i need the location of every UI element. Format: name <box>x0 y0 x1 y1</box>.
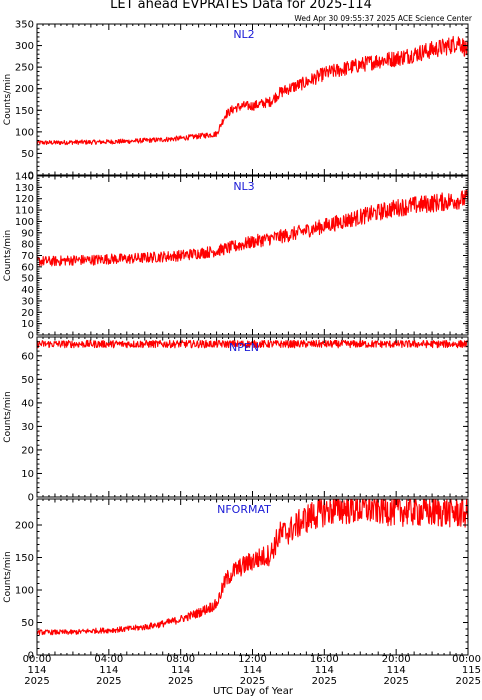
y-tick-label: 20 <box>21 445 34 456</box>
x-tick-text: 2025 <box>456 676 481 687</box>
y-tick-label: 60 <box>21 262 34 273</box>
y-tick-label: 200 <box>15 84 34 95</box>
trace-nformat <box>36 498 469 636</box>
y-tick-label: 80 <box>21 240 34 251</box>
y-tick-label: 10 <box>21 319 34 330</box>
y-tick-label: 120 <box>15 194 34 205</box>
x-tick-text: 114 <box>99 665 118 676</box>
x-axis-label: UTC Day of Year <box>213 686 294 697</box>
y-tick-label: 250 <box>15 63 34 74</box>
y-axis-label: Counts/min <box>3 391 13 442</box>
x-tick-text: 20:00 <box>382 654 411 665</box>
y-axis-label: Counts/min <box>3 551 13 602</box>
trace-nl3 <box>36 189 469 267</box>
x-tick-text: 16:00 <box>310 654 339 665</box>
figure-subtitle: Wed Apr 30 09:55:37 2025 ACE Science Cen… <box>294 14 473 23</box>
x-tick-text: 00:00 <box>23 654 52 665</box>
y-tick-label: 30 <box>21 296 34 307</box>
panel-label: NL2 <box>233 28 254 41</box>
x-tick-text: 114 <box>243 665 262 676</box>
x-tick-text: 2025 <box>96 676 121 687</box>
y-tick-label: 130 <box>15 183 34 194</box>
panel-label: NL3 <box>233 180 254 193</box>
x-tick-text: 114 <box>27 665 46 676</box>
y-axis-label: Counts/min <box>3 230 13 281</box>
x-tick-text: 2025 <box>383 676 408 687</box>
y-tick-label: 50 <box>21 618 34 629</box>
x-tick-text: 2025 <box>168 676 193 687</box>
panel-label: NPEN <box>229 341 259 354</box>
x-tick-text: 2025 <box>24 676 49 687</box>
y-tick-label: 70 <box>21 251 34 262</box>
x-tick-text: 2025 <box>312 676 337 687</box>
y-tick-label: 150 <box>15 553 34 564</box>
x-tick-text: 114 <box>171 665 190 676</box>
y-tick-label: 30 <box>21 422 34 433</box>
y-tick-label: 50 <box>21 274 34 285</box>
y-tick-label: 90 <box>21 228 34 239</box>
y-tick-label: 100 <box>15 127 34 138</box>
y-tick-label: 100 <box>15 586 34 597</box>
x-tick-text: 04:00 <box>94 654 123 665</box>
y-axis-label: Counts/min <box>3 74 13 125</box>
y-tick-label: 110 <box>15 206 34 217</box>
y-tick-label: 0 <box>28 651 34 662</box>
figure-title: LET ahead EVPRATES Data for 2025-114 <box>110 0 372 12</box>
y-tick-label: 100 <box>15 217 34 228</box>
panel-nformat: 0 50 100 150 200 NFORMAT Counts/min <box>3 498 469 662</box>
y-tick-label: 0 <box>28 171 34 182</box>
x-tick-text: 2025 <box>240 676 265 687</box>
y-tick-label: 0 <box>28 493 34 504</box>
y-tick-label: 20 <box>21 308 34 319</box>
panel-npen: 0 10 20 30 40 50 60 NPEN Counts/min <box>3 336 469 504</box>
y-tick-label: 140 <box>15 172 34 183</box>
x-tick-text: 00:00 <box>452 654 481 665</box>
y-tick-label: 50 <box>21 375 34 386</box>
x-tick-text: 115 <box>462 665 481 676</box>
y-tick-label: 40 <box>21 285 34 296</box>
y-tick-label: 300 <box>15 41 34 52</box>
x-axis: 00:00114202504:00114202508:00114202512:0… <box>23 654 481 687</box>
x-tick-text: 08:00 <box>166 654 195 665</box>
y-tick-label: 50 <box>21 149 34 160</box>
trace-nl2 <box>36 35 469 146</box>
y-tick-label: 200 <box>15 521 34 532</box>
y-tick-label: 150 <box>15 106 34 117</box>
plot-frame <box>36 336 469 498</box>
x-tick-text: 12:00 <box>238 654 267 665</box>
x-tick-text: 114 <box>387 665 406 676</box>
x-tick-text: 114 <box>315 665 334 676</box>
plot-panels: 050100150200250300350NL2Counts/min010203… <box>3 20 469 662</box>
y-tick-label: 40 <box>21 398 34 409</box>
plot-frame <box>36 23 469 176</box>
y-tick-label: 350 <box>15 20 34 31</box>
panel-nl2: 0 50 100 150 200 250 300 350 NL2 Counts/min <box>3 20 469 182</box>
panel-nl3: 0102030405060708090100110120130140NL3Cou… <box>3 172 469 342</box>
y-tick-label: 60 <box>21 351 34 362</box>
y-tick-label: 0 <box>28 331 34 342</box>
y-tick-label: 10 <box>21 469 34 480</box>
panel-label: NFORMAT <box>217 503 271 516</box>
